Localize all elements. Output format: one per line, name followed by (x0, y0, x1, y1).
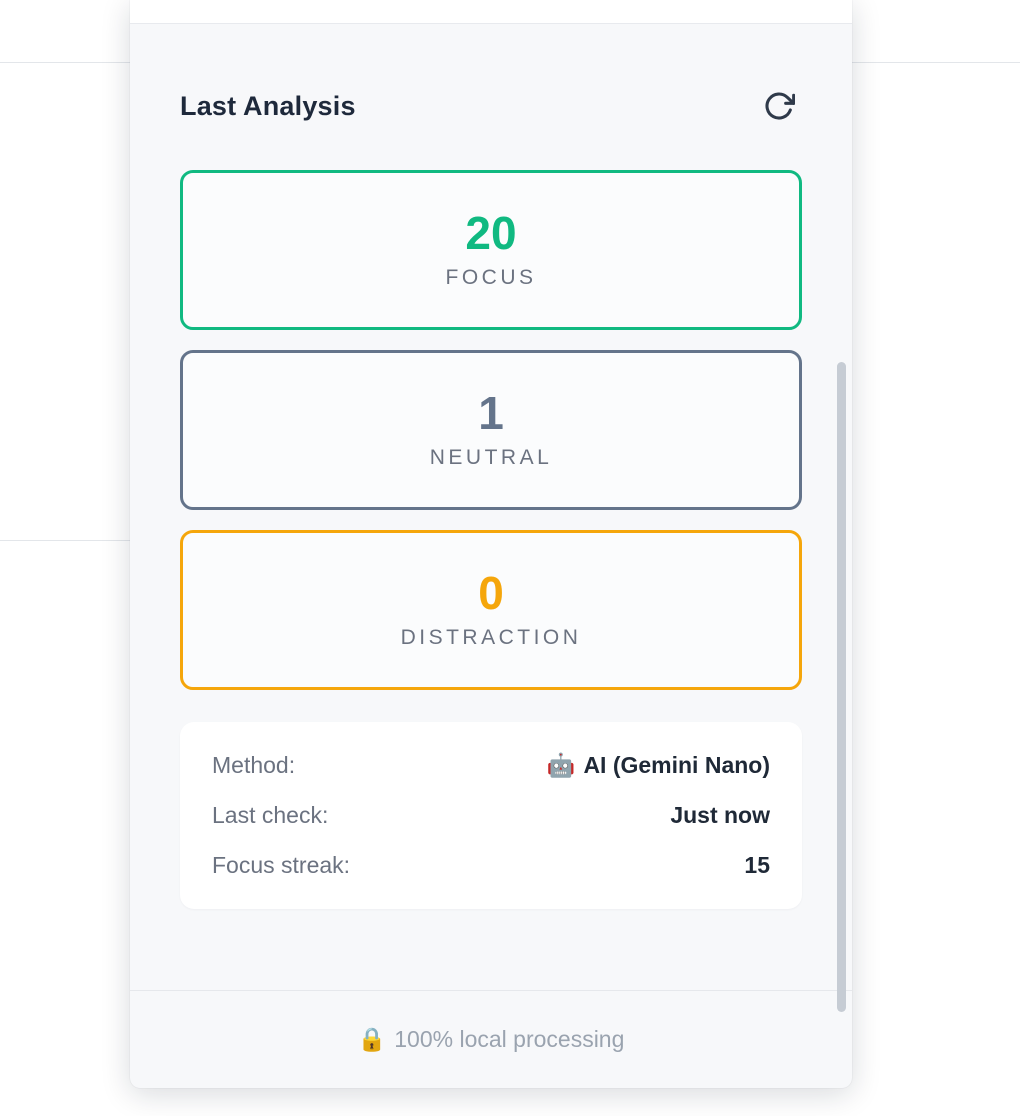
scrollbar[interactable] (837, 362, 846, 1012)
robot-icon: 🤖 (546, 752, 576, 778)
refresh-button[interactable] (756, 83, 802, 129)
neutral-stat-card: 1 NEUTRAL (180, 350, 802, 510)
focus-streak-value: 15 (744, 852, 770, 878)
lock-icon: 🔒 (357, 1026, 387, 1052)
stat-value: 1 (478, 387, 504, 439)
popup-body: Last Analysis 20 FOCUS 1 NEUTRAL 0 DISTR… (130, 24, 852, 1012)
extension-popup-panel: Last Analysis 20 FOCUS 1 NEUTRAL 0 DISTR… (130, 0, 852, 1088)
page-title: Last Analysis (180, 90, 356, 121)
privacy-footer: 🔒 100% local processing (130, 990, 852, 1088)
stat-label: NEUTRAL (429, 446, 553, 469)
stat-label: DISTRACTION (400, 626, 582, 649)
method-value: 🤖 AI (Gemini Nano) (547, 752, 770, 779)
focus-stat-card: 20 FOCUS (180, 170, 802, 330)
stat-label: FOCUS (445, 266, 537, 289)
last-check-label: Last check: (212, 802, 329, 828)
analysis-header: Last Analysis (180, 80, 802, 132)
method-label: Method: (212, 752, 296, 778)
method-value-text: AI (Gemini Nano) (583, 752, 770, 778)
stat-value: 0 (478, 567, 504, 619)
focus-streak-row: Focus streak: 15 (212, 852, 770, 879)
distraction-stat-card: 0 DISTRACTION (180, 530, 802, 690)
analysis-details-card: Method: 🤖 AI (Gemini Nano) Last check: J… (180, 722, 802, 909)
last-check-row: Last check: Just now (212, 802, 770, 829)
privacy-footer-text: 100% local processing (394, 1026, 625, 1052)
stat-value: 20 (465, 207, 517, 259)
refresh-icon (763, 90, 795, 122)
page-divider-left (0, 540, 131, 541)
last-check-value: Just now (670, 802, 770, 828)
method-row: Method: 🤖 AI (Gemini Nano) (212, 752, 770, 779)
popup-top-strip (130, 0, 852, 24)
focus-streak-label: Focus streak: (212, 852, 351, 878)
